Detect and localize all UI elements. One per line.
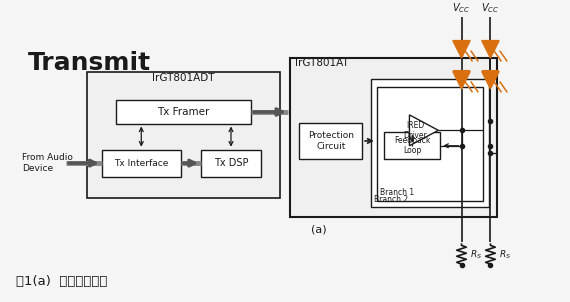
Bar (87, 72, 280, 198)
Bar (116, 101, 251, 124)
Bar (201, 149, 261, 177)
Text: Tx Interface: Tx Interface (114, 159, 169, 168)
Text: Feedback
Loop: Feedback Loop (394, 136, 430, 156)
Bar (371, 79, 488, 207)
Bar (290, 58, 497, 217)
Text: Branch 2: Branch 2 (374, 194, 408, 204)
Text: IrGT801ADT: IrGT801ADT (153, 73, 215, 83)
Bar (384, 132, 440, 159)
Polygon shape (453, 72, 470, 89)
Polygon shape (409, 115, 438, 146)
Text: IRED: IRED (406, 121, 424, 130)
Text: Transmit: Transmit (27, 51, 150, 75)
Text: Protection
Circuit: Protection Circuit (308, 131, 354, 151)
Text: Tx DSP: Tx DSP (214, 158, 249, 168)
Text: $V_{CC}$: $V_{CC}$ (453, 1, 471, 14)
Text: (a): (a) (311, 225, 327, 235)
Text: Branch 1: Branch 1 (380, 188, 414, 197)
Text: $R_S$: $R_S$ (499, 249, 511, 261)
Text: $R_S$: $R_S$ (470, 249, 482, 261)
Text: From Audio
Device: From Audio Device (22, 153, 72, 173)
Bar (101, 149, 181, 177)
Polygon shape (482, 41, 499, 58)
Text: Tx Framer: Tx Framer (157, 107, 210, 117)
Text: Driver: Driver (404, 131, 427, 140)
Polygon shape (453, 41, 470, 58)
Polygon shape (482, 72, 499, 89)
Bar (299, 123, 362, 159)
Bar (377, 87, 483, 201)
Text: $V_{CC}$: $V_{CC}$ (482, 1, 499, 14)
Text: IrGT801AT: IrGT801AT (295, 58, 348, 68)
Text: 图1(a)  发射器原理图: 图1(a) 发射器原理图 (16, 275, 107, 288)
